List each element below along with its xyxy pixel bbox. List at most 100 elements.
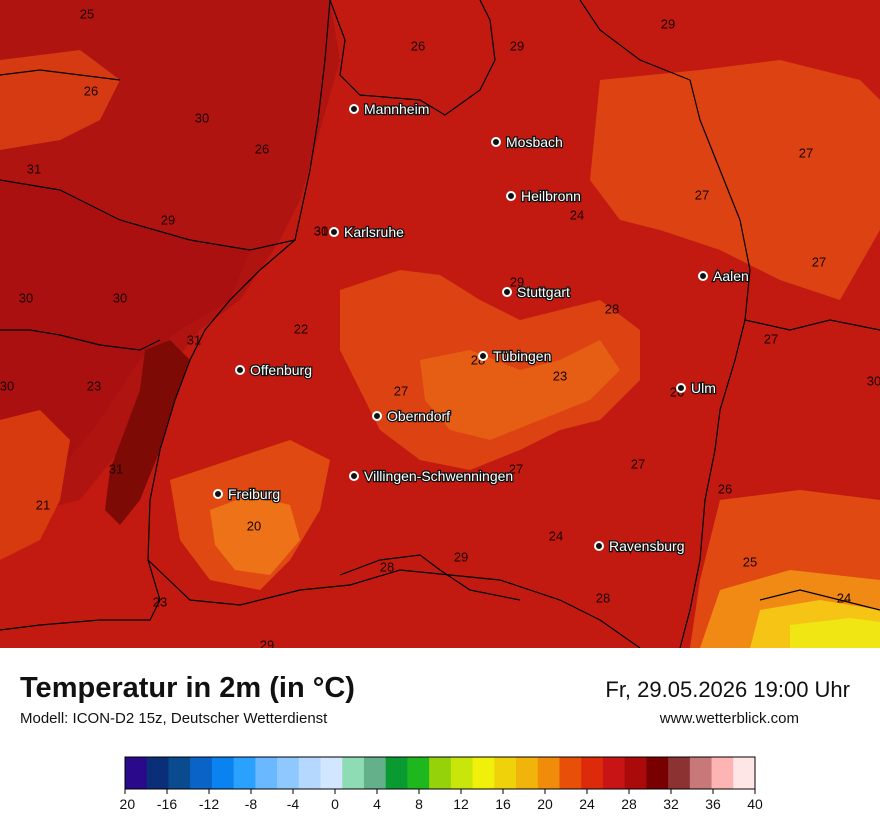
temperature-area-cool-central-2	[420, 340, 620, 440]
legend-tick-label: 4	[373, 796, 381, 812]
legend-tick-label: 28	[621, 796, 637, 812]
legend-swatch	[559, 757, 582, 789]
temperature-label: 21	[36, 497, 50, 512]
temperature-label: 29	[661, 16, 675, 31]
legend-swatch	[537, 757, 560, 789]
legend-tick-label: 0	[331, 796, 339, 812]
temperature-label: 25	[80, 6, 94, 21]
legend-swatch	[298, 757, 322, 789]
legend-tick-label: 16	[495, 796, 511, 812]
legend-swatch	[125, 757, 148, 789]
city-mannheim[interactable]: Mannheim	[349, 100, 431, 118]
temperature-label: 29	[161, 212, 175, 227]
temperature-labels: 25 26 29 29 26 30 26 27 31 27 29 24 30 30 30 22 31 29 27 28…	[0, 6, 880, 648]
temperature-area-northwest-orange	[0, 50, 120, 150]
legend-tick-label: 32	[663, 796, 679, 812]
border-lines	[0, 0, 880, 648]
legend-swatch	[190, 757, 213, 789]
legend-swatch	[320, 757, 343, 789]
city-label: Mosbach	[506, 134, 563, 150]
city-dot	[329, 227, 339, 237]
city-dot	[506, 191, 516, 201]
temperature-label: 28	[380, 559, 394, 574]
city-oberndorf[interactable]: Oberndorf	[372, 407, 451, 425]
legend-swatch	[255, 757, 278, 789]
temperature-label: 27	[799, 145, 813, 160]
color-scale-legend: -20 -16 -12 -8 -4 0 4 8 12 16 20 24 28 32 36 40	[120, 756, 763, 812]
city-aalen[interactable]: Aalen	[698, 267, 750, 285]
city-label: Stuttgart	[517, 284, 570, 300]
legend-frame	[124, 756, 756, 790]
legend-swatch	[624, 757, 647, 789]
legend-swatch	[450, 757, 474, 789]
city-markers: Mannheim Mosbach Heilbronn Karlsruhe Stuttga…	[213, 100, 750, 555]
temperature-label: 24	[549, 528, 563, 543]
legend-swatch	[277, 757, 300, 789]
map-title: Temperatur in 2m (in °C)	[20, 672, 355, 704]
legend-tick-label: -16	[157, 796, 177, 812]
legend-swatch	[407, 757, 430, 789]
legend-tick-label: 8	[415, 796, 423, 812]
temperature-label: 30	[314, 223, 328, 238]
city-stuttgart[interactable]: Stuttgart	[502, 283, 571, 301]
legend-swatch	[342, 757, 365, 789]
temperature-label: 30	[867, 373, 880, 388]
temperature-label: 29	[454, 549, 468, 564]
temperature-label: 29	[510, 274, 524, 289]
temperature-label: 27	[695, 187, 709, 202]
legend-tick-label: 40	[747, 796, 763, 812]
legend-swatch	[581, 757, 604, 789]
city-label: Ravensburg	[609, 538, 685, 554]
legend-tick-label: 36	[705, 796, 721, 812]
map-footer	[0, 648, 880, 830]
temperature-label: 28	[605, 301, 619, 316]
city-dot	[502, 287, 512, 297]
legend-swatch	[689, 757, 713, 789]
forecast-datetime: Fr, 29.05.2026 19:00 Uhr	[605, 677, 850, 702]
temperature-label: 23	[153, 594, 167, 609]
temperature-label: 29	[510, 38, 524, 53]
temperature-label: 27	[631, 456, 645, 471]
website-link[interactable]: www.wetterblick.com	[659, 710, 799, 727]
legend-tick-label: 20	[537, 796, 553, 812]
city-label: Oberndorf	[387, 408, 450, 424]
temperature-label: 23	[553, 368, 567, 383]
temperature-label: 27	[812, 254, 826, 269]
temperature-area-west-rhine	[0, 180, 250, 480]
city-freiburg[interactable]: Freiburg	[213, 485, 281, 503]
city-dot	[491, 137, 501, 147]
city-dot	[213, 489, 223, 499]
city-offenburg[interactable]: Offenburg	[235, 361, 313, 379]
city-villingen-schwenningen[interactable]: Villingen-Schwenningen	[349, 467, 514, 485]
temperature-area-cool-east	[590, 60, 880, 300]
legend-tick-label: -12	[199, 796, 219, 812]
legend-swatch	[516, 757, 539, 789]
city-dot	[349, 471, 359, 481]
legend-swatch	[494, 757, 517, 789]
temperature-label: 25	[743, 554, 757, 569]
city-tuebingen[interactable]: Tübingen	[478, 347, 553, 365]
temperature-label: 27	[509, 461, 523, 476]
temperature-label: 22	[294, 321, 308, 336]
city-label: Aalen	[713, 268, 749, 284]
temperature-label: 27	[394, 383, 408, 398]
city-dot	[594, 541, 604, 551]
legend-tick-labels: -20 -16 -12 -8 -4 0 4 8 12 16 20 24 28 32 36 40	[120, 789, 763, 812]
temperature-area-alps-yellow-2	[790, 618, 880, 648]
temperature-label: 26	[718, 481, 732, 496]
legend-tick-label: -8	[245, 796, 258, 812]
legend-tick-label: -4	[287, 796, 300, 812]
city-ulm[interactable]: Ulm	[676, 379, 717, 397]
city-karlsruhe[interactable]: Karlsruhe	[329, 223, 405, 241]
temperature-label: 27	[764, 331, 778, 346]
temperature-label: 30	[19, 290, 33, 305]
city-ravensburg[interactable]: Ravensburg	[594, 537, 686, 555]
temperature-map: 25 26 29 29 26 30 26 27 31 27 29 24 30 30 30 22 31 29 27 28…	[0, 0, 880, 648]
city-label: Heilbronn	[521, 188, 581, 204]
legend-swatch	[211, 757, 235, 789]
city-heilbronn[interactable]: Heilbronn	[506, 187, 582, 205]
legend-swatch	[668, 757, 691, 789]
city-mosbach[interactable]: Mosbach	[491, 133, 564, 151]
temperature-label: 30	[113, 290, 127, 305]
temperature-label: 31	[27, 161, 41, 176]
